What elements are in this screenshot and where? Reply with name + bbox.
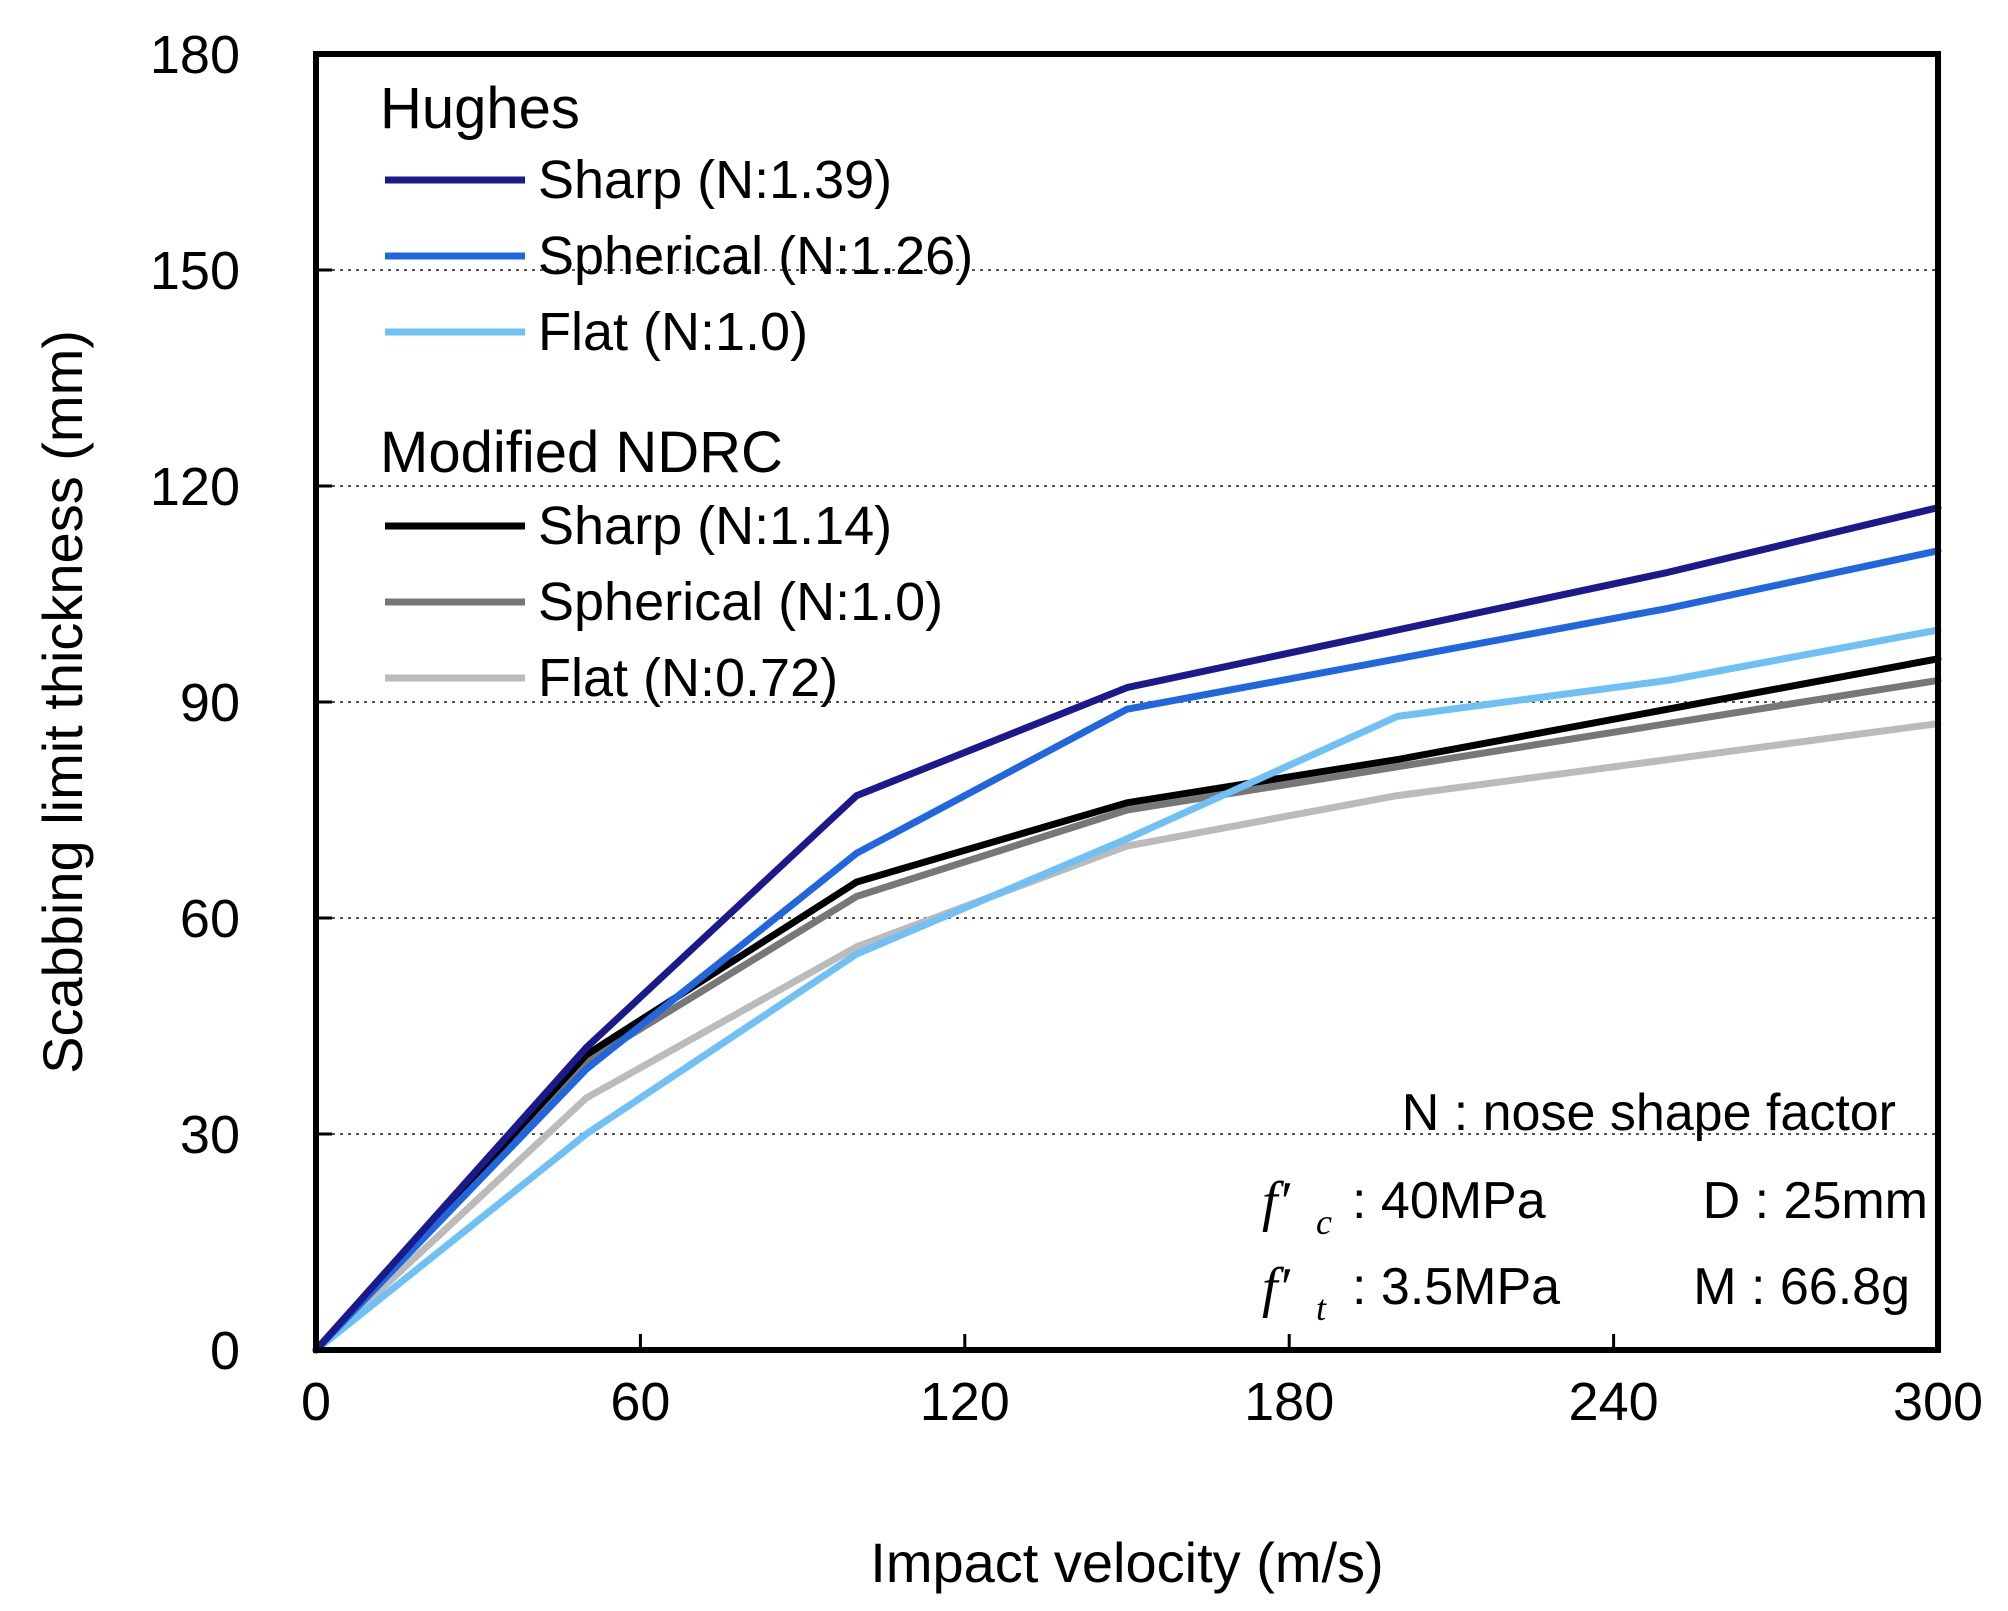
x-tick-label-180: 180	[1244, 1372, 1334, 1432]
x-tick-labels: 0 60 120 180 240 300	[301, 1334, 1983, 1432]
y-tick-label-150: 150	[150, 241, 240, 301]
x-tick-label-120: 120	[920, 1372, 1010, 1432]
annotation-mass: M : 66.8g	[1693, 1258, 1910, 1316]
x-tick-label-60: 60	[610, 1372, 670, 1432]
annotation-ft-value: : 3.5MPa	[1352, 1258, 1560, 1316]
y-axis-title: Scabbing limit thickness (mm)	[31, 330, 94, 1074]
legend-group-ndrc: Modified NDRC	[380, 420, 783, 485]
series-line-hughes-flat	[312, 626, 1942, 1354]
legend-label-ndrc-flat: Flat (N:0.72)	[538, 648, 838, 708]
series-line-ndrc-sharp	[312, 655, 1942, 1354]
x-tick-label-240: 240	[1569, 1372, 1659, 1432]
annotation-ft-symbol: f′	[1262, 1257, 1291, 1319]
y-tick-label-0: 0	[210, 1321, 240, 1381]
annotation-fc-symbol: f′	[1262, 1171, 1291, 1233]
annotation-diameter: D : 25mm	[1703, 1172, 1928, 1230]
annotation-fc-subscript: c	[1316, 1202, 1332, 1242]
legend: Hughes Sharp (N:1.39) Spherical (N:1.26)…	[380, 76, 973, 708]
legend-label-ndrc-spherical: Spherical (N:1.0)	[538, 572, 943, 632]
x-tick-label-0: 0	[301, 1372, 331, 1432]
series-lines	[312, 504, 1942, 1354]
annotation-block: N : nose shape factor f′ c : 40MPa D : 2…	[1262, 1084, 1928, 1328]
annotation-nose-shape: N : nose shape factor	[1402, 1084, 1896, 1142]
y-tick-label-30: 30	[180, 1105, 240, 1165]
series-line-ndrc-flat	[312, 720, 1942, 1354]
y-tick-label-60: 60	[180, 889, 240, 949]
legend-label-hughes-sharp: Sharp (N:1.39)	[538, 150, 892, 210]
y-tick-labels: 0 30 60 90 120 150 180	[150, 25, 332, 1381]
gridlines	[316, 269, 1938, 1135]
y-tick-label-90: 90	[180, 673, 240, 733]
annotation-fc-value: : 40MPa	[1352, 1172, 1546, 1230]
series-line-ndrc-spherical	[312, 676, 1942, 1354]
y-tick-label-180: 180	[150, 25, 240, 85]
x-tick-label-300: 300	[1893, 1372, 1983, 1432]
x-axis-title: Impact velocity (m/s)	[870, 1531, 1383, 1594]
series-line-hughes-spherical	[312, 547, 1942, 1354]
legend-label-ndrc-sharp: Sharp (N:1.14)	[538, 496, 892, 556]
legend-label-hughes-spherical: Spherical (N:1.26)	[538, 226, 973, 286]
series-line-hughes-sharp	[312, 504, 1942, 1354]
y-tick-label-120: 120	[150, 457, 240, 517]
legend-group-hughes: Hughes	[380, 76, 580, 141]
legend-label-hughes-flat: Flat (N:1.0)	[538, 302, 808, 362]
annotation-ft-subscript: t	[1316, 1288, 1327, 1328]
